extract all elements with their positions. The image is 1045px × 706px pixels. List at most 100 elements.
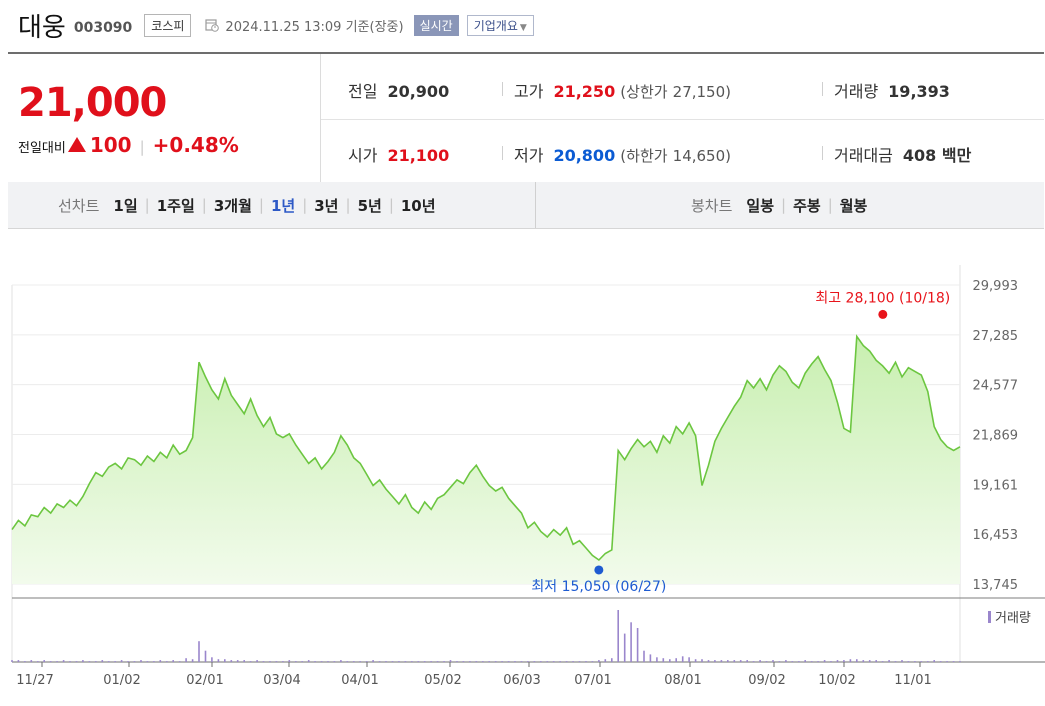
price-line: [11, 334, 961, 562]
period-option-2[interactable]: 3개월: [213, 196, 252, 215]
volume-bar: [733, 660, 736, 662]
volume-bar: [101, 660, 104, 662]
volume-bar: [881, 661, 884, 662]
volume-label: 거래량: [834, 82, 879, 101]
volume-bar: [798, 661, 800, 662]
open-value: 21,100: [387, 146, 450, 165]
volume-bar: [107, 661, 110, 662]
y-tick-label: 19,161: [973, 478, 1019, 493]
volume-bar: [282, 661, 284, 662]
volume-bar: [411, 661, 413, 662]
volume-value: 19,393: [888, 82, 950, 101]
volume-bar: [249, 661, 252, 662]
volume-bar: [378, 661, 381, 662]
realtime-button[interactable]: 실시간: [413, 14, 459, 36]
volume-bar: [185, 658, 187, 662]
volume-legend-swatch: [988, 611, 991, 623]
volume-bar: [217, 659, 220, 662]
volume-bar: [501, 661, 503, 662]
period-option-4[interactable]: 3년: [314, 196, 339, 215]
volume-bar: [939, 661, 942, 662]
prev-close: 전일 20,900: [348, 78, 449, 102]
volume-bar: [198, 641, 200, 662]
volume-bar: [791, 661, 794, 662]
volume-bar: [611, 658, 613, 662]
volume-bar: [849, 659, 852, 662]
candle-period-option-2[interactable]: 월봉: [839, 196, 868, 215]
volume-bar: [630, 622, 632, 662]
x-tick-label: 07/01: [574, 673, 611, 688]
volume-bar: [243, 660, 245, 662]
chart-period-bar: 선차트 1일 | 1주일 | 3개월 | 1년 | 3년 | 5년 | 10년 봉차트 일봉 | 주봉 | 월봉: [8, 182, 1044, 229]
up-triangle-icon: [67, 137, 86, 152]
lower-limit-value: 14,650): [672, 147, 731, 165]
volume-bar: [43, 660, 45, 662]
volume-bar: [868, 660, 871, 662]
volume-bar: [256, 660, 258, 662]
volume-bar: [372, 660, 374, 662]
volume-bar: [404, 661, 407, 662]
volume-bar: [552, 661, 555, 662]
volume-bar: [365, 661, 368, 662]
volume-bar: [17, 660, 20, 662]
open-label: 시가: [348, 146, 378, 165]
candle-chart-label: 봉차트: [691, 196, 733, 215]
option-divider: |: [258, 196, 264, 214]
as-of-timestamp: 2024.11.25 13:09 기준(장중): [225, 19, 404, 35]
option-divider: |: [827, 196, 833, 214]
volume-bar: [559, 661, 561, 662]
volume-bar: [204, 650, 207, 662]
volume-bar: [623, 633, 626, 662]
volume-bar: [830, 661, 832, 662]
volume-bar: [823, 660, 826, 662]
period-option-5[interactable]: 5년: [357, 196, 382, 215]
high-price: 고가 21,250 (상한가 27,150): [514, 78, 731, 102]
period-option-0[interactable]: 1일: [113, 196, 138, 215]
volume-bar: [75, 661, 78, 662]
volume-bar: [159, 660, 162, 662]
volume-bar: [598, 660, 600, 662]
stock-name: 대웅: [18, 12, 66, 43]
volume-bar: [166, 661, 168, 662]
volume-bar: [578, 661, 581, 662]
prev-close-label: 전일: [348, 82, 378, 101]
option-divider: |: [302, 196, 308, 214]
volume-bar: [95, 661, 97, 662]
company-overview-dropdown[interactable]: 기업개요 ▼: [466, 14, 534, 36]
volume-bar: [443, 661, 445, 662]
current-price: 21,000: [18, 80, 167, 126]
y-tick-label: 13,745: [973, 578, 1019, 593]
volume-bar: [327, 661, 329, 662]
change-amount: 100: [89, 133, 132, 157]
period-option-6[interactable]: 10년: [400, 196, 436, 215]
period-option-1[interactable]: 1주일: [156, 196, 195, 215]
high-value: 21,250: [553, 82, 616, 101]
volume-bar: [482, 661, 484, 662]
volume-bar: [843, 660, 845, 662]
volume-bar: [804, 660, 806, 662]
volume-bar: [959, 661, 961, 662]
candle-chart-periods: 봉차트 일봉 | 주봉 | 월봉: [691, 182, 867, 228]
volume-bar: [24, 661, 26, 662]
y-tick-label: 16,453: [973, 528, 1019, 543]
volume-bar: [436, 661, 439, 662]
volume-bar: [30, 660, 33, 662]
period-option-3[interactable]: 1년: [270, 196, 296, 215]
y-tick-label: 21,869: [973, 429, 1019, 444]
low-value: 20,800: [553, 146, 616, 165]
y-tick-label: 24,577: [973, 379, 1019, 394]
volume-bar: [346, 661, 349, 662]
x-tick-label: 08/01: [664, 673, 701, 688]
volume-bar: [153, 661, 155, 662]
candle-period-option-0[interactable]: 일봉: [746, 196, 775, 215]
volume-bar: [120, 660, 123, 662]
x-tick-label: 09/02: [748, 673, 785, 688]
x-tick-label: 01/02: [103, 673, 140, 688]
volume-bar: [62, 660, 65, 662]
volume-bar: [739, 660, 742, 662]
volume: 거래량 19,393: [834, 78, 950, 102]
volume-bar: [391, 661, 394, 662]
candle-period-option-1[interactable]: 주봉: [793, 196, 821, 215]
volume-bar: [191, 659, 194, 662]
